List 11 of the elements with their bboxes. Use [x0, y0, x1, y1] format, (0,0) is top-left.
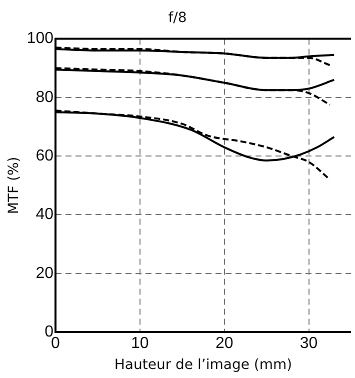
- x-axis-title: Hauteur de l’image (mm): [114, 357, 292, 374]
- y-tick-label: 20: [36, 264, 54, 282]
- x-tick-label: 20: [215, 335, 234, 352]
- x-tick-label: 10: [131, 335, 149, 352]
- x-tick-label: 30: [300, 335, 318, 352]
- y-axis-title: MTF (%): [6, 156, 22, 214]
- y-tick-label: 100: [26, 30, 54, 48]
- chart-title: f/8: [168, 10, 187, 26]
- y-tick-label: 80: [36, 88, 54, 106]
- y-tick-label: 60: [36, 147, 54, 164]
- y-tick-label: 40: [36, 206, 54, 224]
